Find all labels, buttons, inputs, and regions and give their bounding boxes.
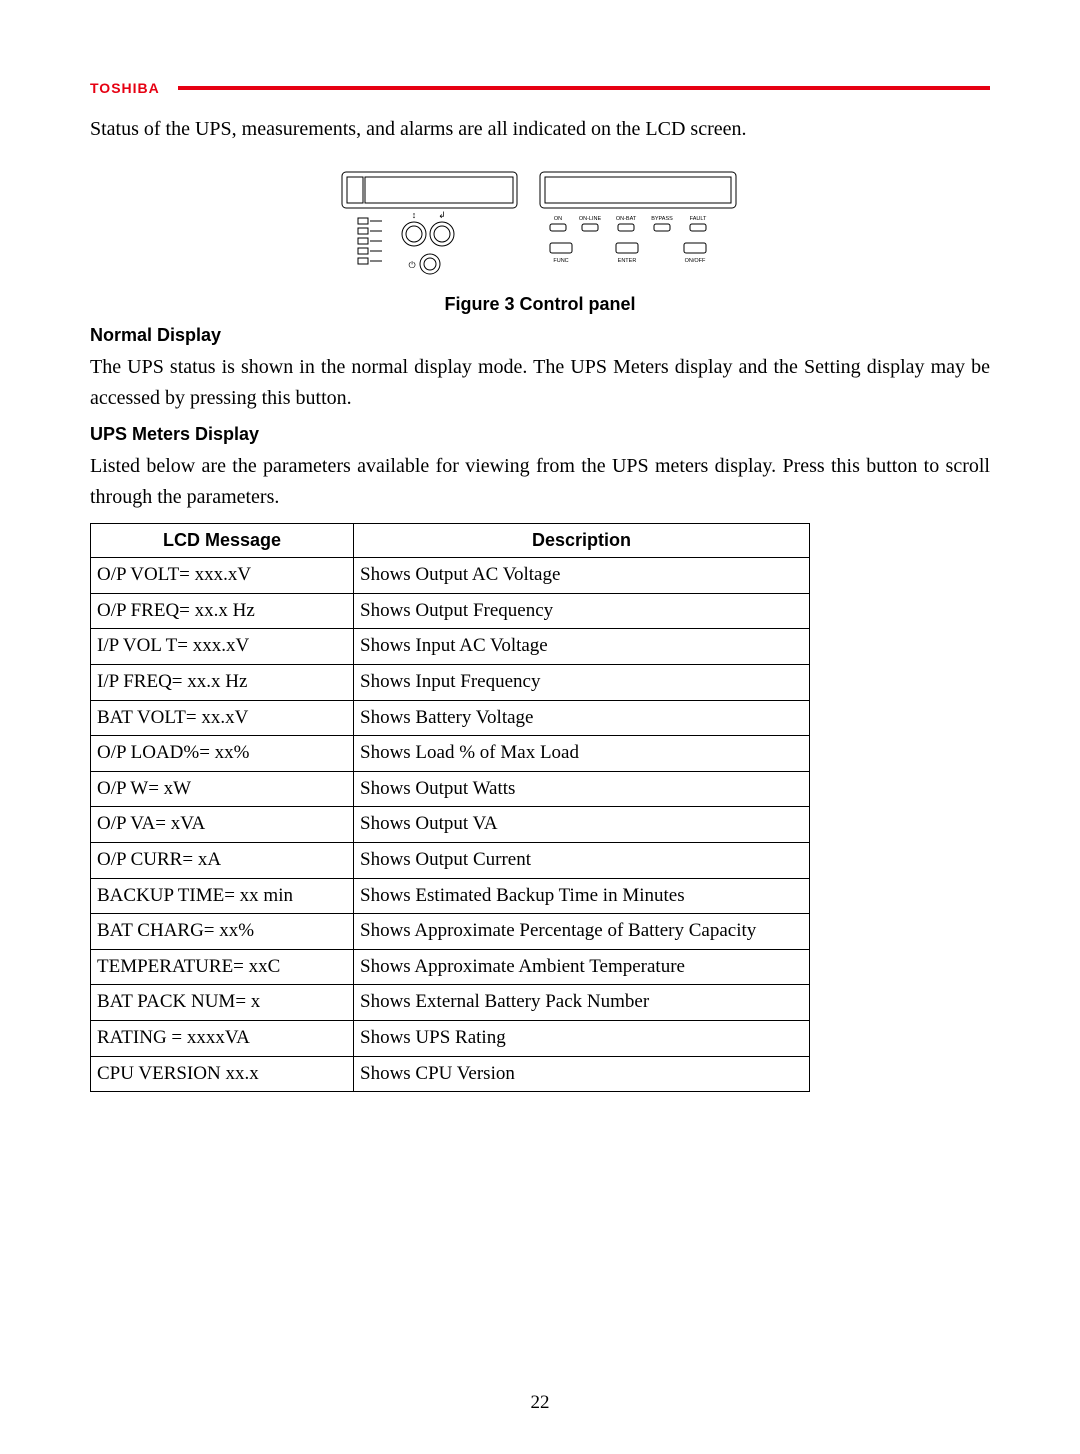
description-cell: Shows Input AC Voltage [354,629,810,665]
svg-text:ENTER: ENTER [618,258,637,264]
table-header-lcd: LCD Message [91,524,354,558]
lcd-message-cell: I/P VOL T= xxx.xV [91,629,354,665]
lcd-message-cell: TEMPERATURE= xxC [91,949,354,985]
table-row: O/P VOLT= xxx.xVShows Output AC Voltage [91,558,810,594]
table-row: TEMPERATURE= xxCShows Approximate Ambien… [91,949,810,985]
lcd-message-cell: BAT PACK NUM= x [91,985,354,1021]
description-cell: Shows Approximate Percentage of Battery … [354,914,810,950]
lcd-message-cell: O/P FREQ= xx.x Hz [91,593,354,629]
page-header: TOSHIBA [90,80,990,96]
table-header-desc: Description [354,524,810,558]
section-title-ups-meters: UPS Meters Display [90,424,990,445]
table-row: O/P CURR= xAShows Output Current [91,842,810,878]
description-cell: Shows External Battery Pack Number [354,985,810,1021]
description-cell: Shows Load % of Max Load [354,736,810,772]
figure-caption: Figure 3 Control panel [90,294,990,315]
description-cell: Shows Output Frequency [354,593,810,629]
table-row: O/P VA= xVAShows Output VA [91,807,810,843]
table-header-row: LCD Message Description [91,524,810,558]
description-cell: Shows Output Watts [354,771,810,807]
ups-meters-text: Listed below are the parameters availabl… [90,451,990,513]
table-row: BAT PACK NUM= xShows External Battery Pa… [91,985,810,1021]
description-cell: Shows Output VA [354,807,810,843]
control-panel-figure: ↕ ↲ ⏻ ON ON-LINE ON-BAT BYPASS FAULT [90,168,990,288]
svg-text:FAULT: FAULT [690,216,707,222]
control-panel-diagram: ↕ ↲ ⏻ ON ON-LINE ON-BAT BYPASS FAULT [340,168,740,288]
table-row: RATING = xxxxVAShows UPS Rating [91,1020,810,1056]
svg-text:↕: ↕ [412,210,417,220]
description-cell: Shows Battery Voltage [354,700,810,736]
document-page: TOSHIBA Status of the UPS, measurements,… [0,0,1080,1454]
table-row: I/P VOL T= xxx.xVShows Input AC Voltage [91,629,810,665]
table-row: CPU VERSION xx.xShows CPU Version [91,1056,810,1092]
table-row: O/P LOAD%= xx%Shows Load % of Max Load [91,736,810,772]
lcd-message-cell: O/P W= xW [91,771,354,807]
svg-text:BYPASS: BYPASS [651,216,673,222]
description-cell: Shows Input Frequency [354,664,810,700]
svg-text:ON-BAT: ON-BAT [616,216,637,222]
lcd-message-table: LCD Message Description O/P VOLT= xxx.xV… [90,523,810,1092]
description-cell: Shows CPU Version [354,1056,810,1092]
description-cell: Shows UPS Rating [354,1020,810,1056]
table-row: O/P FREQ= xx.x HzShows Output Frequency [91,593,810,629]
toshiba-logo: TOSHIBA [90,80,178,96]
intro-paragraph: Status of the UPS, measurements, and ala… [90,114,990,144]
table-row: BACKUP TIME= xx minShows Estimated Backu… [91,878,810,914]
lcd-message-cell: I/P FREQ= xx.x Hz [91,664,354,700]
description-cell: Shows Approximate Ambient Temperature [354,949,810,985]
svg-text:ON: ON [554,216,562,222]
table-row: BAT VOLT= xx.xVShows Battery Voltage [91,700,810,736]
description-cell: Shows Output Current [354,842,810,878]
table-row: O/P W= xWShows Output Watts [91,771,810,807]
table-row: BAT CHARG= xx%Shows Approximate Percenta… [91,914,810,950]
svg-text:ON/OFF: ON/OFF [685,258,706,264]
header-rule [178,86,990,90]
lcd-message-cell: BAT VOLT= xx.xV [91,700,354,736]
svg-text:FUNC: FUNC [553,258,568,264]
lcd-message-cell: BACKUP TIME= xx min [91,878,354,914]
lcd-message-cell: O/P LOAD%= xx% [91,736,354,772]
section-title-normal-display: Normal Display [90,325,990,346]
svg-text:↲: ↲ [438,210,446,220]
lcd-message-cell: RATING = xxxxVA [91,1020,354,1056]
description-cell: Shows Estimated Backup Time in Minutes [354,878,810,914]
table-row: I/P FREQ= xx.x HzShows Input Frequency [91,664,810,700]
page-number: 22 [90,1392,990,1414]
lcd-message-cell: O/P VOLT= xxx.xV [91,558,354,594]
lcd-message-cell: BAT CHARG= xx% [91,914,354,950]
normal-display-text: The UPS status is shown in the normal di… [90,352,990,414]
lcd-message-cell: O/P CURR= xA [91,842,354,878]
description-cell: Shows Output AC Voltage [354,558,810,594]
svg-text:ON-LINE: ON-LINE [579,216,602,222]
svg-text:⏻: ⏻ [408,260,415,270]
lcd-message-cell: O/P VA= xVA [91,807,354,843]
lcd-message-cell: CPU VERSION xx.x [91,1056,354,1092]
